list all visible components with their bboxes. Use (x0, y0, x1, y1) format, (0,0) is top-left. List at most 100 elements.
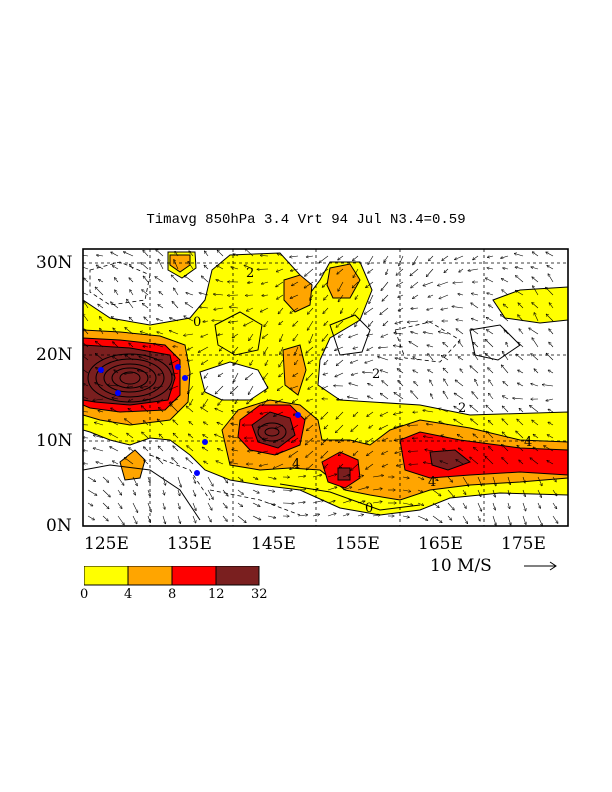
wind-vector (143, 276, 149, 283)
wind-vector (492, 476, 496, 486)
wind-vector (489, 305, 494, 309)
wind-vector (395, 358, 404, 361)
wind-vector (322, 333, 329, 341)
wind-vector (188, 262, 194, 270)
wind-vector (290, 385, 299, 389)
wind-vector (143, 304, 149, 309)
wind-vector (327, 501, 335, 504)
wind-vector (128, 409, 134, 413)
wind-vector (336, 411, 344, 419)
wind-vector (502, 290, 509, 296)
wind-vector (522, 476, 525, 483)
wind-vector (159, 408, 164, 413)
wind-vector (115, 278, 119, 283)
wind-vector (237, 489, 243, 494)
wind-vector (235, 398, 239, 404)
wind-vector (230, 462, 239, 465)
wind-vector (458, 294, 464, 295)
wind-vector (158, 259, 164, 270)
wind-vector (124, 373, 134, 374)
wind-vector (232, 333, 239, 338)
wind-vector (503, 268, 509, 269)
wind-vector (231, 424, 239, 426)
wind-vector (522, 489, 525, 497)
wind-vector (366, 463, 374, 469)
wind-vector (205, 251, 209, 257)
wind-vector (117, 515, 124, 525)
wind-vector (452, 306, 464, 309)
wind-vector (424, 462, 434, 465)
wind-vector (87, 515, 94, 520)
wind-vector (93, 399, 104, 401)
wind-vector (110, 447, 119, 452)
wind-vector (264, 320, 269, 327)
wind-vector (185, 276, 194, 283)
wind-vector (473, 353, 479, 361)
wind-vector (489, 421, 494, 426)
wind-vector (202, 359, 209, 364)
wind-vector (306, 372, 314, 380)
wind-vector (267, 515, 276, 518)
lat-label-20n: 20N (36, 345, 73, 365)
wind-vector (423, 281, 434, 286)
wind-vector (454, 419, 464, 426)
lon-label-165e: 165E (418, 534, 463, 554)
wind-vector (188, 346, 194, 350)
wind-vector (353, 437, 359, 442)
wind-vector (471, 329, 479, 335)
map-frame (82, 248, 569, 527)
wind-vector (395, 450, 404, 453)
wind-vector (113, 328, 119, 335)
wind-vector (522, 515, 526, 524)
wind-vector (214, 307, 224, 310)
wind-vector (163, 489, 165, 495)
wind-vector (369, 320, 374, 326)
wind-vector (530, 406, 539, 413)
wind-vector (368, 268, 374, 273)
wind-vector (275, 424, 284, 429)
lat-label-10n: 10N (36, 431, 73, 451)
wind-vector (93, 448, 104, 452)
wind-vector (456, 329, 464, 335)
wind-vector (222, 502, 227, 508)
wind-vector (429, 255, 434, 261)
wind-vector (470, 405, 479, 413)
wind-vector (132, 476, 137, 486)
wind-vector (279, 372, 284, 377)
wind-vector (417, 489, 423, 492)
wind-vector (159, 434, 164, 439)
wind-vector (353, 411, 359, 416)
wind-vector (189, 422, 194, 426)
wind-vector (368, 384, 374, 387)
wind-vector (488, 368, 494, 374)
wind-vector (468, 268, 479, 271)
wind-vector (357, 515, 363, 517)
wind-vector (203, 435, 209, 439)
lon-label-175e: 175E (501, 534, 546, 554)
wind-vector (234, 359, 239, 365)
wind-vector (132, 515, 137, 524)
wind-vector (411, 332, 419, 335)
wind-vector (112, 356, 119, 361)
wind-vector (147, 476, 150, 483)
wind-vector (486, 354, 494, 361)
wind-vector (249, 346, 254, 351)
wind-vector (522, 502, 526, 511)
wind-vector (409, 464, 419, 465)
wind-vector (157, 319, 164, 322)
wind-vector (394, 437, 404, 440)
wind-vector (516, 291, 524, 296)
wind-vector (431, 394, 434, 400)
wind-vector (111, 408, 119, 413)
wind-vector (293, 398, 299, 403)
wind-vector (432, 489, 441, 496)
wind-vector (472, 319, 479, 322)
wind-vector (125, 355, 134, 361)
wind-vector (477, 502, 482, 511)
wind-vector (184, 334, 194, 336)
wind-vector (442, 356, 449, 361)
wind-vector (335, 372, 344, 377)
wind-vector (503, 396, 509, 400)
wind-vector (398, 294, 404, 297)
